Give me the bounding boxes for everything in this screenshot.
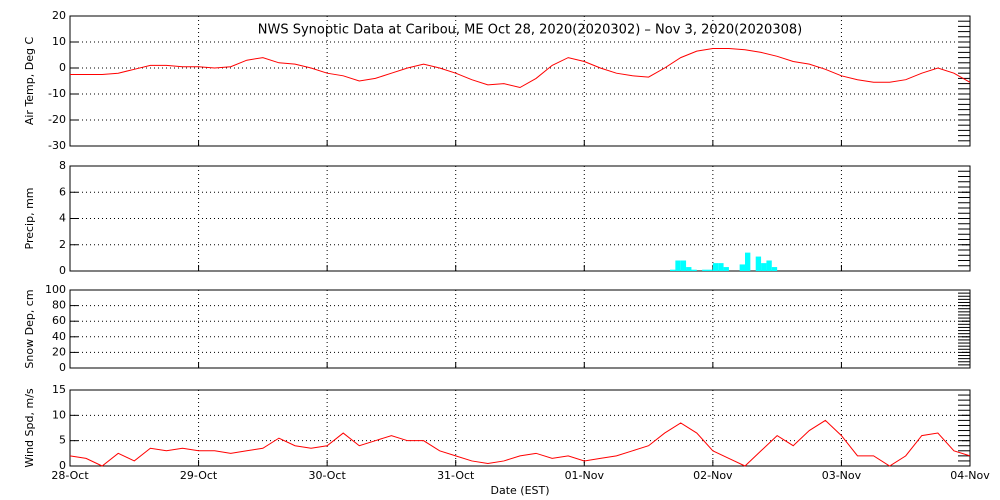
bar xyxy=(745,252,751,271)
x-tick-label: 29-Oct xyxy=(180,469,218,482)
y-tick-label: 8 xyxy=(59,159,66,172)
y-tick-label: 0 xyxy=(59,361,66,374)
y-axis-label: Snow Dep, cm xyxy=(23,289,36,368)
y-tick-label: 10 xyxy=(52,408,66,421)
y-tick-label: 40 xyxy=(52,330,66,343)
x-axis-label: Date (EST) xyxy=(490,484,549,497)
y-axis-label: Air Temp, Deg C xyxy=(23,37,36,126)
bar xyxy=(691,269,697,271)
bar xyxy=(718,263,724,271)
x-tick-label: 01-Nov xyxy=(565,469,605,482)
bar xyxy=(766,260,772,271)
y-tick-label: 0 xyxy=(59,264,66,277)
line-series xyxy=(69,419,971,467)
bar xyxy=(739,264,745,271)
bar xyxy=(702,269,708,271)
y-tick-label: 5 xyxy=(59,434,66,447)
bar xyxy=(686,267,692,271)
y-tick-label: 60 xyxy=(52,314,66,327)
y-tick-label: 0 xyxy=(59,459,66,472)
x-tick-label: 28-Oct xyxy=(51,469,89,482)
y-tick-label: -20 xyxy=(48,113,66,126)
y-axis-label: Precip, mm xyxy=(23,188,36,250)
x-tick-label: 04-Nov xyxy=(950,469,990,482)
bar xyxy=(755,256,762,271)
bar xyxy=(707,269,713,271)
plot-frame xyxy=(69,15,971,147)
y-tick-label: 100 xyxy=(45,283,66,296)
line-series xyxy=(70,48,971,89)
bar xyxy=(680,260,687,271)
y-tick-label: 20 xyxy=(52,9,66,22)
x-tick-label: 31-Oct xyxy=(437,469,475,482)
y-tick-label: 80 xyxy=(52,299,66,312)
plot-frame xyxy=(69,389,971,467)
x-tick-label: 03-Nov xyxy=(822,469,862,482)
y-tick-label: 15 xyxy=(52,383,66,396)
plot-frame xyxy=(69,289,971,369)
chart-title: NWS Synoptic Data at Caribou, ME Oct 28,… xyxy=(258,23,802,38)
y-tick-label: -10 xyxy=(48,87,66,100)
y-tick-label: -30 xyxy=(48,139,66,152)
x-tick-label: 02-Nov xyxy=(693,469,733,482)
y-axis-label: Wind Spd, m/s xyxy=(23,388,36,468)
y-tick-label: 0 xyxy=(59,61,66,74)
y-tick-label: 2 xyxy=(59,238,66,251)
y-tick-label: 20 xyxy=(52,345,66,358)
bar xyxy=(771,267,778,271)
bar xyxy=(675,260,681,271)
y-tick-label: 4 xyxy=(59,212,66,225)
y-tick-label: 10 xyxy=(52,35,66,48)
bar xyxy=(712,263,719,271)
bar xyxy=(670,269,676,271)
bar xyxy=(761,263,767,271)
bar xyxy=(723,267,729,271)
x-tick-label: 30-Oct xyxy=(308,469,346,482)
y-tick-label: 6 xyxy=(59,185,66,198)
